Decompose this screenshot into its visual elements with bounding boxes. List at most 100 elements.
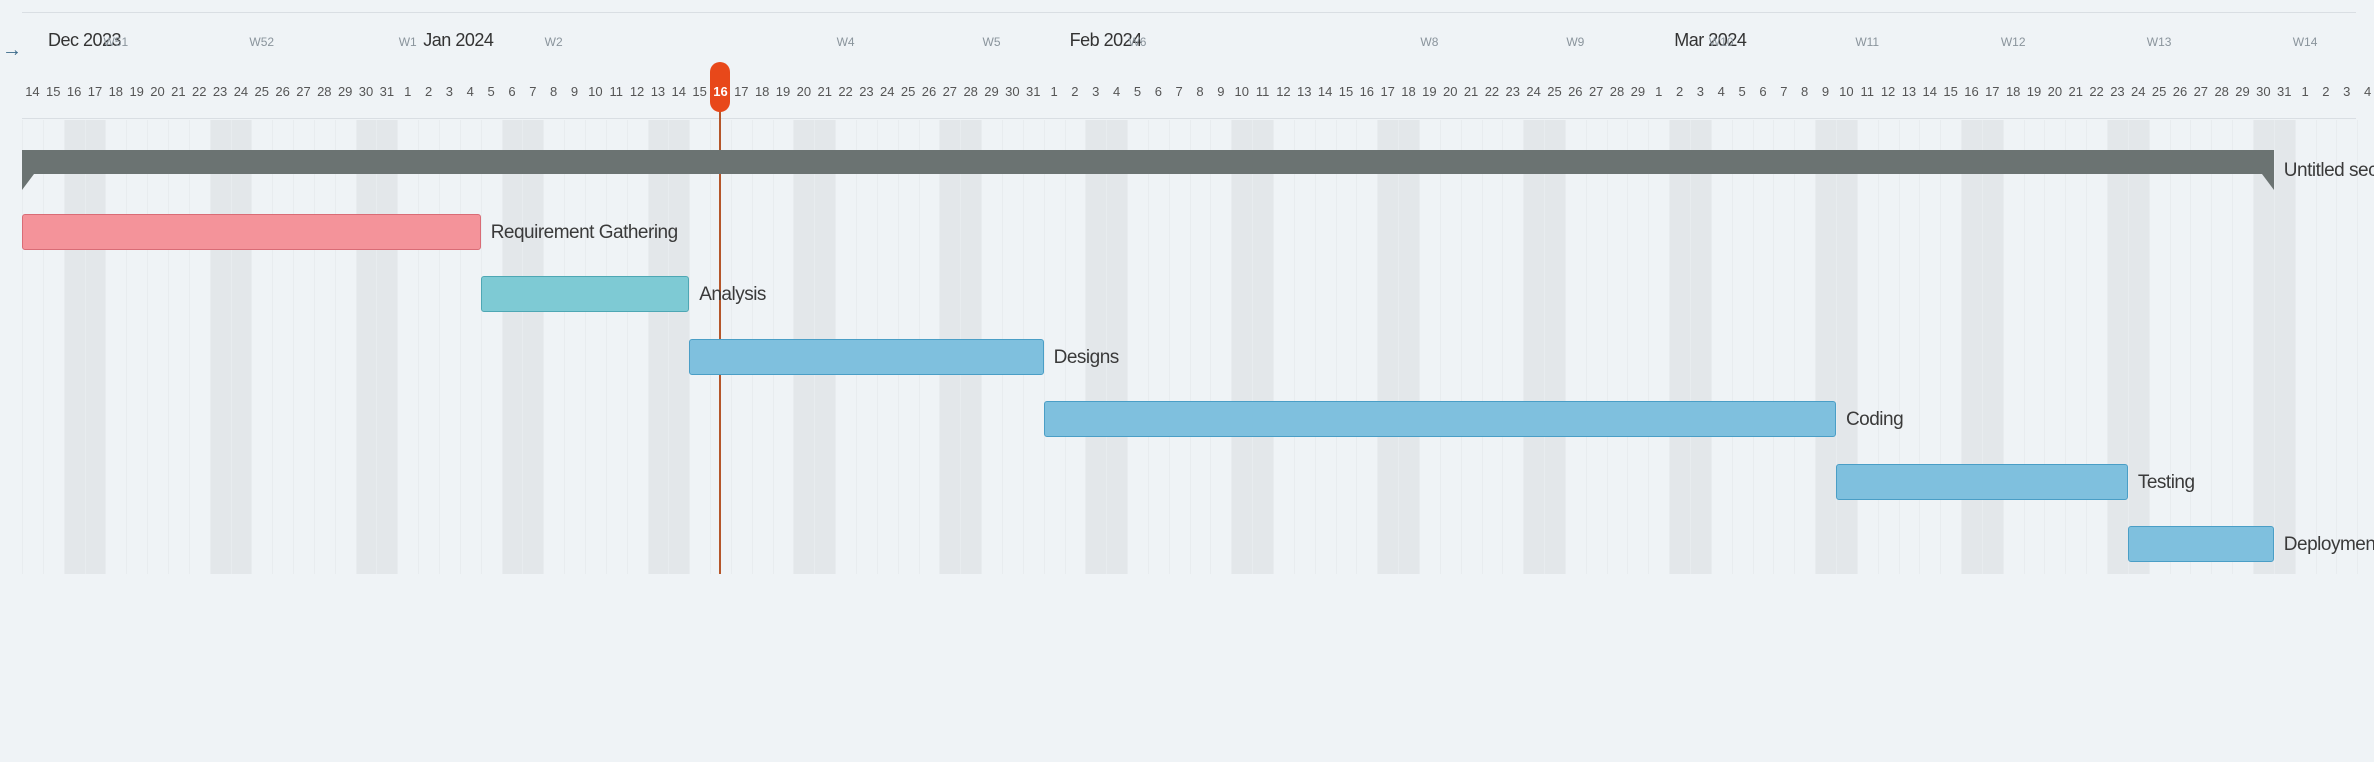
day-gridline (584, 120, 586, 574)
day-gridline (2336, 120, 2338, 574)
day-gridline (1189, 120, 1191, 574)
task-bar[interactable] (1835, 463, 2128, 500)
day-gridline (2148, 120, 2150, 574)
day-gridline (1710, 120, 1712, 574)
day-label: 20 (150, 84, 165, 99)
day-label: 15 (1338, 84, 1354, 99)
day-label: 26 (2172, 84, 2188, 99)
day-gridline (230, 120, 232, 574)
day-gridline (1043, 120, 1045, 574)
day-gridline (418, 120, 420, 574)
day-label: 14 (1317, 84, 1333, 99)
day-label: 16 (713, 84, 728, 99)
weekend-column (2252, 120, 2295, 574)
day-gridline (42, 120, 44, 574)
day-gridline (2023, 120, 2025, 574)
day-gridline (1731, 120, 1733, 574)
day-gridline (334, 120, 336, 574)
day-label: 7 (529, 84, 537, 99)
section-bar[interactable] (22, 150, 2274, 174)
weekend-column (63, 120, 106, 574)
day-gridline (1106, 120, 1108, 574)
day-gridline (209, 120, 211, 574)
day-label: 13 (1297, 84, 1312, 99)
day-gridline (2315, 120, 2317, 574)
day-label: 4 (1112, 84, 1121, 99)
day-label: 22 (1484, 84, 1500, 99)
task-bar[interactable] (22, 214, 481, 250)
day-gridline (1231, 120, 1233, 574)
day-label: 2 (2322, 84, 2330, 99)
day-label: 21 (2068, 84, 2083, 99)
day-gridline (668, 120, 670, 574)
day-gridline (480, 120, 482, 574)
arrow-right-icon[interactable]: → (2, 39, 22, 61)
day-gridline (272, 120, 274, 574)
week-label: W1 (398, 35, 417, 49)
day-gridline (84, 120, 86, 574)
day-label: 9 (570, 84, 579, 99)
day-label: 21 (817, 84, 832, 99)
task-bar[interactable] (2127, 526, 2274, 562)
day-gridline (2357, 120, 2359, 574)
weekend-column (1669, 120, 1711, 574)
day-label: 16 (66, 84, 82, 99)
day-gridline (2211, 120, 2213, 574)
task-bar[interactable] (480, 276, 690, 313)
day-label: 29 (2235, 84, 2250, 99)
day-gridline (1690, 120, 1691, 574)
day-gridline (126, 120, 128, 574)
day-gridline (2086, 120, 2088, 574)
task-bar[interactable] (1043, 401, 1836, 438)
day-label: 14 (671, 84, 686, 99)
day-gridline (1460, 120, 1462, 574)
week-label: W12 (2000, 35, 2026, 49)
day-gridline (1127, 120, 1129, 574)
day-gridline (543, 120, 545, 574)
day-label: 29 (337, 84, 353, 99)
day-gridline (1564, 120, 1566, 574)
month-label: Dec 2023 (48, 30, 122, 50)
day-gridline (376, 120, 378, 574)
day-gridline (2232, 120, 2234, 574)
day-label: 27 (942, 84, 958, 99)
day-label: 2 (1071, 84, 1079, 99)
weekend-column (1523, 120, 1565, 574)
day-label: 8 (1196, 84, 1204, 99)
day-label: 28 (317, 84, 332, 99)
week-label: W10 (1708, 35, 1734, 49)
day-gridline (1168, 120, 1170, 574)
day-label: 27 (1588, 84, 1604, 99)
day-label: 15 (692, 84, 707, 99)
day-gridline (522, 120, 524, 574)
task-bar[interactable] (689, 338, 1044, 375)
day-label: 10 (1234, 84, 1249, 99)
day-gridline (1356, 120, 1358, 574)
day-label: 27 (296, 84, 311, 99)
today-line (719, 100, 722, 574)
section-bracket-right (2261, 174, 2274, 190)
day-label: 28 (963, 84, 978, 99)
day-label: 14 (25, 84, 40, 99)
day-label: 16 (1964, 84, 1979, 99)
day-label: 2 (1675, 84, 1684, 99)
day-gridline (439, 120, 440, 574)
day-label: 29 (984, 84, 999, 99)
day-label: 27 (2193, 84, 2209, 99)
day-label: 19 (1422, 84, 1437, 99)
day-gridline (1669, 120, 1671, 574)
day-label: 12 (1276, 84, 1291, 99)
day-label: 28 (1609, 84, 1625, 99)
day-label: 23 (2110, 84, 2125, 99)
week-label: W11 (1855, 35, 1880, 49)
day-label: 4 (466, 84, 474, 99)
day-label: 18 (754, 84, 770, 99)
day-label: 24 (1526, 84, 1541, 99)
weekend-column (209, 120, 252, 574)
task-label: Designs (1053, 346, 1120, 368)
day-label: 24 (233, 84, 249, 99)
day-label: 1 (1655, 84, 1663, 99)
day-gridline (1335, 120, 1337, 574)
week-label: W5 (982, 35, 1001, 49)
day-label: 25 (900, 84, 916, 99)
